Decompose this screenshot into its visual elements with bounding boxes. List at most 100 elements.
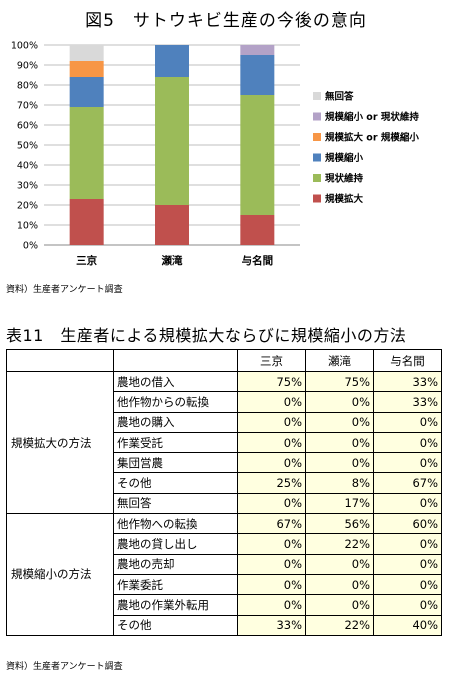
value-cell: 33% <box>237 614 306 636</box>
value-cell: 0% <box>305 553 374 575</box>
column-header: 与名間 <box>373 349 442 372</box>
legend-label: 無回答 <box>325 91 354 103</box>
value-cell: 17% <box>305 492 374 515</box>
bar-segment <box>155 205 189 245</box>
value-cell: 67% <box>373 472 442 494</box>
value-cell: 0% <box>237 452 306 474</box>
header-blank-cell <box>113 349 238 372</box>
value-cell: 0% <box>373 573 442 596</box>
table-row: 規模縮小の方法 他作物への転換 67% 56% 60% <box>6 513 442 636</box>
legend-swatch <box>313 92 321 100</box>
x-tick-label: 三京 <box>76 254 97 267</box>
value-cell: 8% <box>305 472 374 494</box>
value-cell: 0% <box>373 411 442 433</box>
value-cell: 0% <box>305 431 374 454</box>
bar-segment <box>155 45 189 77</box>
legend-swatch <box>313 112 321 121</box>
value-cell: 0% <box>305 594 374 616</box>
value-cell: 60% <box>373 513 442 535</box>
y-tick-label: 90% <box>17 61 38 72</box>
bar-segment <box>69 199 104 245</box>
row-label: 農地の貸し出し <box>113 533 238 555</box>
y-tick-label: 10% <box>17 221 38 232</box>
figure-source: 資料）生産者アンケート調査 <box>6 285 123 295</box>
value-cell: 25% <box>237 472 306 494</box>
value-cell: 0% <box>305 411 374 433</box>
row-label: 農地の借入 <box>113 370 238 393</box>
value-cell: 0% <box>237 492 306 515</box>
row-label: その他 <box>113 614 238 636</box>
x-tick-label: 与名間 <box>242 254 274 267</box>
column-header: 三京 <box>237 349 306 372</box>
row-label: その他 <box>113 472 238 494</box>
value-cell: 0% <box>373 431 442 454</box>
value-cell: 0% <box>305 452 374 474</box>
value-cell: 33% <box>373 370 442 393</box>
bar-segment <box>240 95 275 215</box>
row-label: 農地の作業外転用 <box>113 594 238 616</box>
table-header-row: 三京 瀬滝 与名間 <box>6 349 442 372</box>
row-label: 農地の売却 <box>113 553 238 575</box>
value-cell: 22% <box>305 533 374 555</box>
value-cell: 0% <box>237 533 306 555</box>
legend-swatch <box>313 174 321 182</box>
bar-segment <box>240 215 275 245</box>
value-cell: 56% <box>305 513 374 535</box>
table-row: 農地の貸し出し 0% 22% 0% <box>7 533 442 555</box>
row-label: 無回答 <box>113 492 238 515</box>
table-row: 規模拡大の方法 農地の借入 75% 75% 33% <box>6 370 442 515</box>
value-cell: 40% <box>373 614 442 636</box>
figure-title: 図5 サトウキビ生産の今後の意向 <box>85 11 367 31</box>
group-label: 規模拡大の方法 <box>6 370 114 515</box>
row-label: 集団営農 <box>113 452 238 474</box>
table-row: その他 33% 22% 40% <box>7 614 442 636</box>
value-cell: 0% <box>305 391 374 413</box>
row-label: 他作物からの転換 <box>113 391 238 413</box>
bar-segment <box>69 107 104 199</box>
value-cell: 0% <box>373 594 442 616</box>
x-tick-label: 瀬滝 <box>162 254 183 267</box>
bar-segment <box>69 61 104 77</box>
value-cell: 0% <box>305 573 374 596</box>
value-cell: 0% <box>237 573 306 596</box>
y-tick-label: 60% <box>17 121 38 132</box>
table-row: 作業委託 0% 0% 0% <box>7 573 442 596</box>
table-row: 作業受託 0% 0% 0% <box>7 431 442 454</box>
legend-label: 現状維持 <box>325 173 364 185</box>
table-row: 無回答 0% 17% 0% <box>7 492 442 515</box>
bar-segment <box>69 77 104 107</box>
value-cell: 22% <box>305 614 374 636</box>
legend-label: 規模拡大 <box>325 193 364 205</box>
value-cell: 0% <box>237 391 306 413</box>
table-row: 農地の購入 0% 0% 0% <box>7 411 442 433</box>
legend-swatch <box>313 153 321 162</box>
bar-segment <box>240 45 275 55</box>
y-tick-label: 70% <box>17 101 38 112</box>
value-cell: 0% <box>237 411 306 433</box>
table-title: 表11 生産者による規模拡大ならびに規模縮小の方法 <box>6 326 407 345</box>
table-source: 資料）生産者アンケート調査 <box>6 662 123 672</box>
bar-segment <box>155 77 189 205</box>
y-tick-label: 20% <box>17 201 38 212</box>
value-cell: 67% <box>237 513 306 535</box>
y-tick-label: 30% <box>17 181 38 192</box>
value-cell: 75% <box>237 370 306 393</box>
value-cell: 0% <box>373 553 442 575</box>
value-cell: 0% <box>373 452 442 474</box>
legend-swatch <box>313 133 321 141</box>
row-label: 作業委託 <box>113 573 238 596</box>
methods-table: 三京 瀬滝 与名間 規模拡大の方法 農地の借入 75% 75% 33% 他作物からの転換 0% 0%… <box>6 349 442 636</box>
row-label: 作業受託 <box>113 431 238 454</box>
bar-segment <box>69 45 104 61</box>
table-row: 他作物からの転換 0% 0% 33% <box>7 391 442 413</box>
y-tick-label: 100% <box>11 41 38 52</box>
value-cell: 33% <box>373 391 442 413</box>
column-header: 瀬滝 <box>305 349 374 372</box>
header-blank-cell <box>6 349 114 372</box>
legend-label: 規模縮小 <box>325 152 364 164</box>
table-row: 農地の作業外転用 0% 0% 0% <box>7 594 442 616</box>
y-tick-label: 40% <box>17 161 38 172</box>
value-cell: 0% <box>373 533 442 555</box>
legend-label: 規模縮小 or 現状維持 <box>325 111 419 123</box>
legend-label: 規模拡大 or 規模縮小 <box>325 132 419 144</box>
